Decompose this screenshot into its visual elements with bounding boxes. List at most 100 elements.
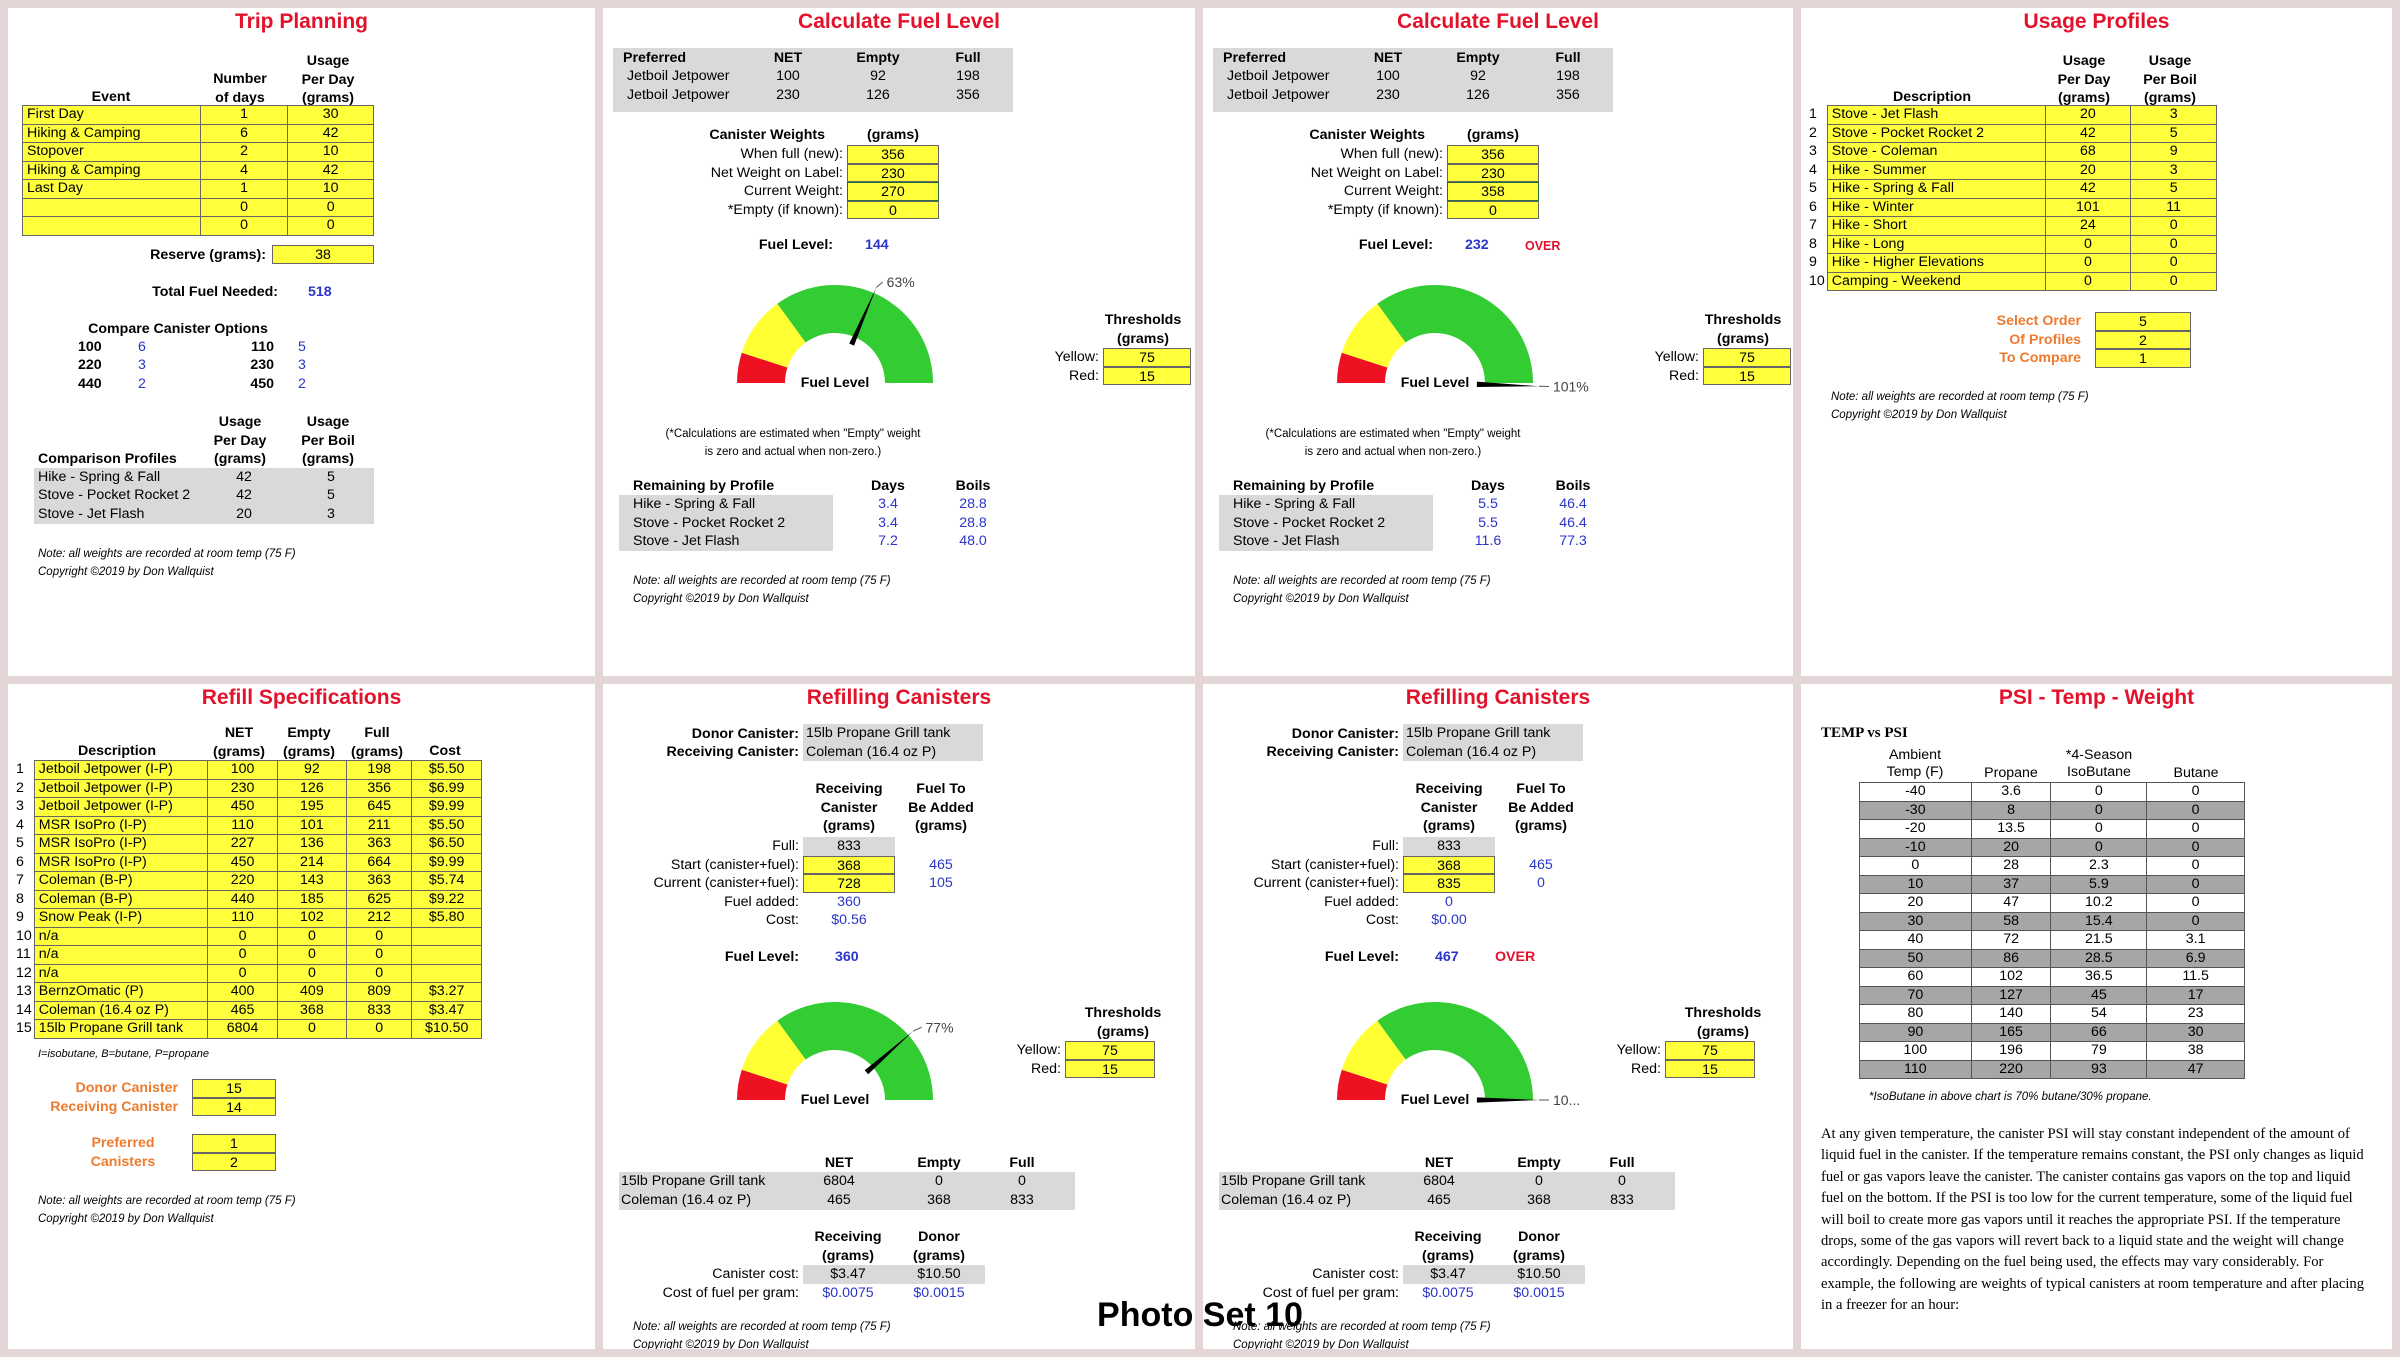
empty-cell[interactable]: 195 <box>276 797 348 817</box>
profile-boil[interactable]: 0 <box>2130 234 2217 254</box>
canister-desc[interactable]: Coleman (16.4 oz P) <box>33 1000 209 1020</box>
net-cell[interactable]: 0 <box>207 926 278 946</box>
profile-day[interactable]: 0 <box>2044 253 2132 273</box>
profile-name[interactable]: Hike - Spring & Fall <box>1826 179 2046 199</box>
canister-weight-input[interactable]: 230 <box>1447 163 1539 182</box>
profile-day[interactable]: 42 <box>2044 179 2132 199</box>
canister-weight-input[interactable]: 358 <box>1447 182 1539 201</box>
usage-cell[interactable]: 30 <box>287 105 374 125</box>
canister-desc[interactable]: n/a <box>33 926 209 946</box>
red-threshold-input[interactable]: 15 <box>1703 366 1791 385</box>
canister-desc[interactable]: Jetboil Jetpower (I-P) <box>33 778 209 798</box>
days-cell[interactable]: 1 <box>199 105 289 125</box>
days-cell[interactable]: 4 <box>199 160 289 180</box>
usage-cell[interactable]: 10 <box>287 142 374 162</box>
cost-cell[interactable]: $3.47 <box>411 1000 482 1020</box>
canister-desc[interactable]: MSR IsoPro (I-P) <box>33 852 209 872</box>
empty-cell[interactable]: 0 <box>276 926 348 946</box>
full-cell[interactable]: 0 <box>345 963 413 983</box>
cost-cell[interactable] <box>411 963 482 983</box>
net-cell[interactable]: 100 <box>207 760 278 780</box>
profile-day[interactable]: 42 <box>2044 123 2132 143</box>
canister-weight-input[interactable]: 230 <box>847 163 939 182</box>
profile-day[interactable]: 20 <box>2044 105 2132 125</box>
cost-cell[interactable]: $5.50 <box>411 760 482 780</box>
profile-name[interactable]: Hike - Long <box>1826 234 2046 254</box>
profile-day[interactable]: 0 <box>2044 234 2132 254</box>
red-threshold-input[interactable]: 15 <box>1103 366 1191 385</box>
profile-boil[interactable]: 0 <box>2130 253 2217 273</box>
empty-cell[interactable]: 368 <box>276 1000 348 1020</box>
profile-boil[interactable]: 9 <box>2130 142 2217 162</box>
select-3[interactable]: 1 <box>2095 349 2191 368</box>
usage-cell[interactable]: 10 <box>287 179 374 199</box>
canister-desc[interactable]: MSR IsoPro (I-P) <box>33 834 209 854</box>
cost-cell[interactable]: $10.50 <box>411 1019 482 1039</box>
usage-cell[interactable]: 0 <box>287 197 374 217</box>
event-cell[interactable]: Hiking & Camping <box>22 160 201 180</box>
full-cell[interactable]: 356 <box>345 778 413 798</box>
profile-boil[interactable]: 0 <box>2130 216 2217 236</box>
select-1[interactable]: 5 <box>2095 312 2191 331</box>
start-input[interactable]: 368 <box>1403 855 1495 874</box>
event-cell[interactable]: First Day <box>22 105 201 125</box>
full-cell[interactable]: 363 <box>345 871 413 891</box>
net-cell[interactable]: 6804 <box>207 1019 278 1039</box>
profile-name[interactable]: Hike - Higher Elevations <box>1826 253 2046 273</box>
full-cell[interactable]: 645 <box>345 797 413 817</box>
profile-name[interactable]: Camping - Weekend <box>1826 271 2046 291</box>
cost-cell[interactable]: $6.99 <box>411 778 482 798</box>
canister-desc[interactable]: Coleman (B-P) <box>33 889 209 909</box>
empty-cell[interactable]: 214 <box>276 852 348 872</box>
canister-desc[interactable]: Jetboil Jetpower (I-P) <box>33 760 209 780</box>
profile-name[interactable]: Hike - Summer <box>1826 160 2046 180</box>
canister-desc[interactable]: MSR IsoPro (I-P) <box>33 815 209 835</box>
profile-name[interactable]: Hike - Short <box>1826 216 2046 236</box>
profile-day[interactable]: 20 <box>2044 160 2132 180</box>
canister-weight-input[interactable]: 0 <box>1447 200 1539 219</box>
cost-cell[interactable] <box>411 926 482 946</box>
preferred-2[interactable]: 2 <box>192 1152 276 1171</box>
profile-name[interactable]: Stove - Pocket Rocket 2 <box>1826 123 2046 143</box>
yellow-threshold-input[interactable]: 75 <box>1065 1041 1155 1060</box>
cost-cell[interactable]: $9.99 <box>411 797 482 817</box>
select-2[interactable]: 2 <box>2095 330 2191 349</box>
full-cell[interactable]: 211 <box>345 815 413 835</box>
usage-cell[interactable]: 42 <box>287 123 374 143</box>
net-cell[interactable]: 110 <box>207 815 278 835</box>
cost-cell[interactable]: $9.99 <box>411 852 482 872</box>
current-input[interactable]: 728 <box>803 874 895 893</box>
canister-desc[interactable]: BernzOmatic (P) <box>33 982 209 1002</box>
event-cell[interactable]: Stopover <box>22 142 201 162</box>
yellow-threshold-input[interactable]: 75 <box>1103 348 1191 367</box>
cost-cell[interactable] <box>411 945 482 965</box>
event-cell[interactable]: Hiking & Camping <box>22 123 201 143</box>
canister-desc[interactable]: n/a <box>33 945 209 965</box>
usage-cell[interactable]: 42 <box>287 160 374 180</box>
canister-weight-input[interactable]: 356 <box>847 145 939 164</box>
red-threshold-input[interactable]: 15 <box>1065 1059 1155 1078</box>
empty-cell[interactable]: 0 <box>276 1019 348 1039</box>
days-cell[interactable]: 0 <box>199 216 289 236</box>
canister-desc[interactable]: Snow Peak (I-P) <box>33 908 209 928</box>
donor-input[interactable]: 15 <box>192 1079 276 1098</box>
event-cell[interactable] <box>22 216 201 236</box>
days-cell[interactable]: 1 <box>199 179 289 199</box>
profile-boil[interactable]: 11 <box>2130 197 2217 217</box>
empty-cell[interactable]: 0 <box>276 945 348 965</box>
empty-cell[interactable]: 185 <box>276 889 348 909</box>
preferred-1[interactable]: 1 <box>192 1134 276 1153</box>
net-cell[interactable]: 400 <box>207 982 278 1002</box>
full-cell[interactable]: 809 <box>345 982 413 1002</box>
cost-cell[interactable]: $5.74 <box>411 871 482 891</box>
full-cell[interactable]: 625 <box>345 889 413 909</box>
full-cell[interactable]: 664 <box>345 852 413 872</box>
full-cell[interactable]: 833 <box>345 1000 413 1020</box>
empty-cell[interactable]: 143 <box>276 871 348 891</box>
canister-desc[interactable]: Coleman (B-P) <box>33 871 209 891</box>
profile-boil[interactable]: 5 <box>2130 179 2217 199</box>
net-cell[interactable]: 0 <box>207 963 278 983</box>
net-cell[interactable]: 465 <box>207 1000 278 1020</box>
profile-name[interactable]: Stove - Coleman <box>1826 142 2046 162</box>
cost-cell[interactable]: $9.22 <box>411 889 482 909</box>
